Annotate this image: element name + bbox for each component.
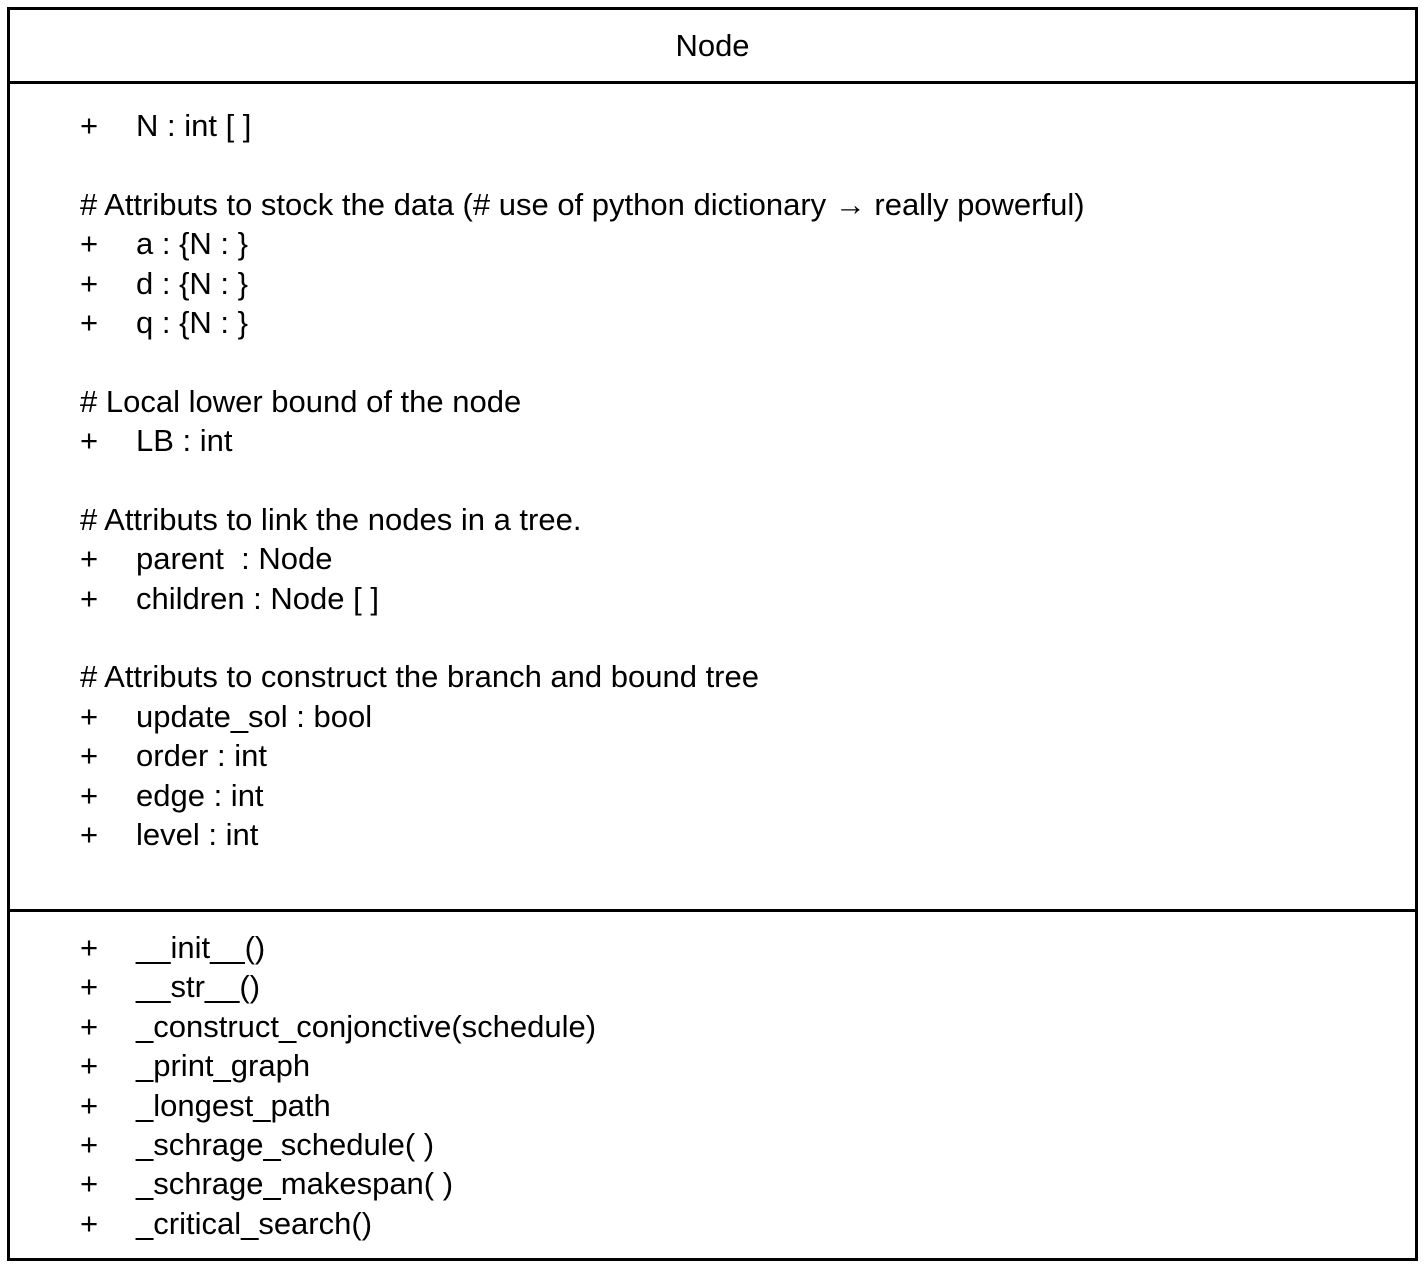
attribute-text: children : Node [ ]	[136, 581, 379, 616]
attribute-text: N : int [ ]	[136, 108, 252, 143]
attribute-text: edge : int	[136, 778, 264, 813]
attribute-row: + edge : int	[80, 778, 264, 813]
attribute-row: + d : {N : }	[80, 266, 249, 301]
method-text: _construct_conjonctive(schedule)	[136, 1009, 597, 1044]
methods-section: + __init__() + __str__() + _construct_conjo…	[10, 912, 1415, 1258]
attribute-text: d : {N : }	[136, 266, 249, 301]
method-text: _longest_path	[136, 1088, 331, 1123]
section-comment: # Attributs to link the nodes in a tree.	[80, 502, 582, 537]
attributes-section: + N : int [ ] # Attributs to stock the da…	[10, 84, 1415, 912]
attribute-row: + order : int	[80, 738, 267, 773]
method-text: _schrage_makespan( )	[136, 1166, 454, 1201]
attribute-text: q : {N : }	[136, 305, 249, 340]
attribute-text: update_sol : bool	[136, 699, 373, 734]
method-row: + __str__()	[80, 969, 261, 1004]
attribute-text: order : int	[136, 738, 267, 773]
method-row: + _schrage_schedule( )	[80, 1127, 435, 1162]
attribute-row: + parent : Node	[80, 541, 333, 576]
method-row: + _construct_conjonctive(schedule)	[80, 1009, 597, 1044]
method-text: _critical_search()	[136, 1206, 373, 1241]
attribute-text: LB : int	[136, 423, 233, 458]
class-name: Node	[10, 10, 1415, 84]
method-row: + _schrage_makespan( )	[80, 1166, 454, 1201]
attribute-text: a : {N : }	[136, 226, 249, 261]
attribute-row: + level : int	[80, 817, 259, 852]
attribute-row: + q : {N : }	[80, 305, 249, 340]
method-text: __str__()	[136, 969, 261, 1004]
attribute-row: + a : {N : }	[80, 226, 249, 261]
method-text: __init__()	[136, 930, 266, 965]
method-row: + _longest_path	[80, 1088, 331, 1123]
attribute-row: + LB : int	[80, 423, 233, 458]
method-row: + _critical_search()	[80, 1206, 373, 1241]
attribute-text: level : int	[136, 817, 259, 852]
attribute-row: + update_sol : bool	[80, 699, 373, 734]
method-row: + __init__()	[80, 930, 266, 965]
section-comment: # Attributs to stock the data (# use of …	[80, 187, 1085, 222]
attribute-text: parent : Node	[136, 541, 333, 576]
uml-class-box: Node + N : int [ ] # Attributs to stock t…	[7, 7, 1418, 1261]
section-comment: # Local lower bound of the node	[80, 384, 522, 419]
attribute-row: + children : Node [ ]	[80, 581, 379, 616]
method-row: + _print_graph	[80, 1048, 311, 1083]
method-text: _print_graph	[136, 1048, 311, 1083]
section-comment: # Attributs to construct the branch and …	[80, 659, 759, 694]
attribute-row: + N : int [ ]	[80, 108, 252, 143]
method-text: _schrage_schedule( )	[136, 1127, 435, 1162]
